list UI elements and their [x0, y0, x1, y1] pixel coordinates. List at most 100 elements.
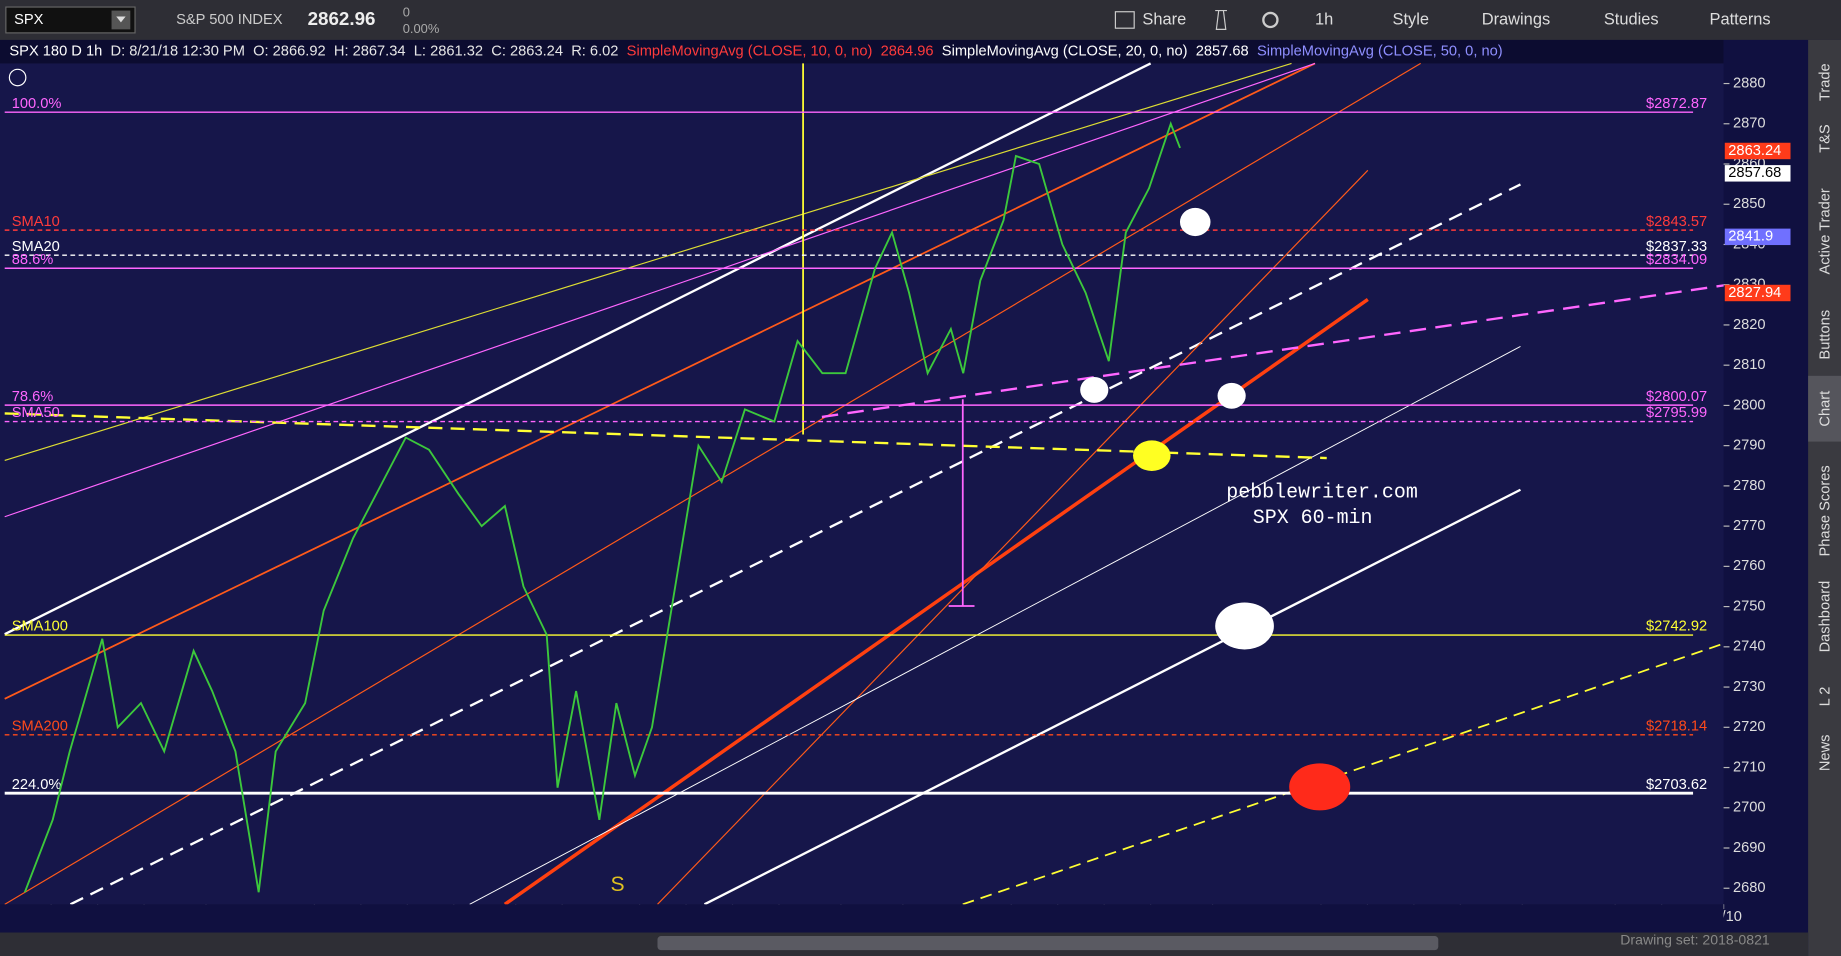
change: 0	[403, 4, 410, 19]
info-items: SPX 180 D 1h D: 8/21/18 12:30 PM O: 2866.9…	[9, 44, 1502, 60]
drawing-set: Drawing set: 2018-0821	[1620, 931, 1770, 947]
target-circle	[1289, 763, 1351, 811]
sidebar-tab[interactable]: L 2	[1818, 687, 1834, 707]
info-item: 2857.68	[1196, 44, 1249, 60]
flask-icon[interactable]	[1215, 9, 1227, 30]
change-pct: 0.00%	[403, 21, 440, 36]
trend-line	[703, 488, 1522, 906]
info-item: SPX 180 D 1h	[9, 44, 102, 60]
price-axis	[1723, 39, 1809, 933]
level-value-label: $2703.62	[1646, 777, 1707, 793]
y-tick-label: 2790	[1733, 438, 1766, 454]
info-item: H: 2867.34	[334, 44, 406, 60]
trend-line	[4, 62, 1316, 700]
toolbar-button[interactable]: Style	[1392, 10, 1429, 28]
y-tick-label: 2820	[1733, 317, 1766, 333]
y-tick-label: 2800	[1733, 397, 1766, 413]
level-value-label: $2795.99	[1646, 405, 1707, 421]
toolbar-button[interactable]: Share	[1142, 10, 1186, 28]
sidebar-tab[interactable]: Phase Scores	[1818, 465, 1834, 556]
toolbar-button[interactable]: Studies	[1604, 10, 1659, 28]
last-price: 2862.96	[308, 8, 376, 29]
symbol[interactable]: SPX	[14, 12, 44, 28]
info-item: SimpleMovingAvg (CLOSE, 50, 0, no)	[1257, 44, 1503, 60]
price-tag-label: 2827.94	[1728, 285, 1781, 301]
y-tick-label: 2710	[1733, 759, 1766, 775]
toolbar	[0, 0, 1841, 40]
target-circle	[1080, 376, 1109, 403]
price-tag	[1724, 284, 1791, 302]
annotation: SPX 60-min	[1253, 506, 1373, 529]
sidebar-tab[interactable]: Dashboard	[1818, 581, 1834, 653]
y-tick-label: 2850	[1733, 196, 1766, 212]
trend-line	[4, 62, 1152, 636]
trend-line	[469, 346, 1521, 905]
level-value-label: $2834.09	[1646, 252, 1707, 268]
sidebar-tab[interactable]: Trade	[1818, 63, 1834, 101]
trend-line	[4, 62, 1292, 461]
sidebar-tab[interactable]: Chart	[1818, 391, 1834, 427]
toolbar-button[interactable]: 1h	[1315, 10, 1333, 28]
sidebar-active	[1808, 375, 1841, 442]
annotation: S	[611, 873, 625, 896]
target-circle	[1133, 440, 1171, 471]
alert-icon[interactable]	[8, 68, 27, 87]
price-tag	[1724, 142, 1791, 160]
level-name: SMA200	[12, 718, 68, 734]
target-circle	[1179, 207, 1211, 237]
annotation: pebblewriter.com	[1226, 480, 1418, 503]
level-value-label: $2872.87	[1646, 96, 1707, 112]
toolbar-button[interactable]: Patterns	[1710, 10, 1771, 28]
level-value-label: $2718.14	[1646, 718, 1707, 734]
level-name: 88.6%	[12, 252, 54, 268]
level-value-label: $2837.33	[1646, 239, 1707, 255]
target-circle	[1217, 382, 1246, 409]
target-markers	[1080, 207, 1351, 811]
y-tick-label: 2760	[1733, 558, 1766, 574]
level-name: SMA100	[12, 619, 68, 635]
time-axis	[0, 904, 1724, 933]
sidebar-tabs: Trade T&S Active Trader Buttons Chart Phase S…	[1818, 63, 1834, 771]
price-tag-label: 2841.9	[1728, 229, 1773, 245]
y-tick-label: 2870	[1733, 116, 1766, 132]
trend-line	[4, 62, 1316, 518]
trend-line	[821, 284, 1724, 419]
level-name: 78.6%	[12, 389, 54, 405]
sidebar-tab[interactable]: News	[1818, 734, 1834, 771]
toolbar-button[interactable]: Drawings	[1482, 10, 1550, 28]
sidebar	[1808, 39, 1841, 956]
info-item: SimpleMovingAvg (CLOSE, 20, 0, no)	[942, 44, 1188, 60]
y-tick-label: 2700	[1733, 800, 1766, 816]
scroll-thumb[interactable]	[657, 936, 1439, 951]
y-tick-label: 2720	[1733, 719, 1766, 735]
sidebar-tab[interactable]: T&S	[1818, 124, 1834, 153]
info-item: SimpleMovingAvg (CLOSE, 10, 0, no)	[627, 44, 873, 60]
y-tick-label: 2680	[1733, 880, 1766, 896]
info-item: L: 2861.32	[414, 44, 483, 60]
settings-icon[interactable]	[1262, 11, 1279, 29]
y-tick-label: 2810	[1733, 357, 1766, 373]
level-name: SMA10	[12, 214, 60, 230]
level-name: SMA20	[12, 239, 60, 255]
sidebar-tab[interactable]: Active Trader	[1818, 188, 1834, 274]
price-tag	[1724, 228, 1791, 246]
y-tick-label: 2780	[1733, 478, 1766, 494]
info-item: O: 2866.92	[253, 44, 326, 60]
level-name: 100.0%	[12, 96, 62, 112]
level-value-label: $2843.57	[1646, 214, 1707, 230]
price-tag-label: 2857.68	[1728, 165, 1781, 181]
y-tick-label: 2770	[1733, 518, 1766, 534]
share-icon	[1114, 11, 1135, 29]
sidebar-tab[interactable]: Buttons	[1818, 310, 1834, 360]
info-item: C: 2863.24	[491, 44, 563, 60]
y-tick-label: 2740	[1733, 639, 1766, 655]
dropdown-arrow	[116, 16, 126, 23]
level-name: SMA50	[12, 405, 60, 421]
level-value-label: $2800.07	[1646, 389, 1707, 405]
y-tick-label: 2750	[1733, 598, 1766, 614]
trend-line	[69, 183, 1521, 906]
info-item: R: 6.02	[571, 44, 618, 60]
y-tick-label: 2730	[1733, 679, 1766, 695]
